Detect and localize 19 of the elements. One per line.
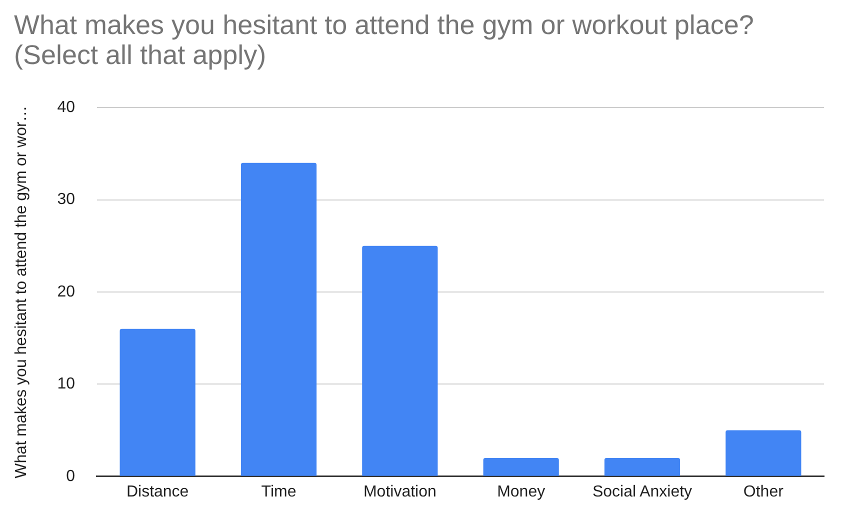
- bar: [604, 458, 680, 476]
- y-tick-label: 40: [57, 99, 76, 116]
- x-tick-label: Time: [261, 483, 296, 500]
- y-axis-title: What makes you hesitant to attend the gym or wor…: [13, 106, 30, 478]
- x-tick-label: Money: [497, 483, 546, 500]
- x-tick-label: Social Anxiety: [592, 483, 692, 500]
- bar: [483, 458, 559, 476]
- y-tick-label: 10: [57, 376, 76, 393]
- y-tick-label: 30: [57, 191, 76, 208]
- x-tick-label: Motivation: [363, 483, 436, 500]
- chart-title: What makes you hesitant to attend the gym or workout place? (Select all that apply): [13, 9, 755, 72]
- x-tick-label: Distance: [126, 483, 189, 500]
- y-tick-label: 20: [57, 283, 76, 300]
- bar: [362, 246, 438, 476]
- x-tick-label: Other: [743, 483, 784, 500]
- y-tick-label: 0: [66, 468, 76, 485]
- bar: [726, 430, 802, 476]
- bar: [120, 328, 196, 476]
- bar: [240, 162, 317, 476]
